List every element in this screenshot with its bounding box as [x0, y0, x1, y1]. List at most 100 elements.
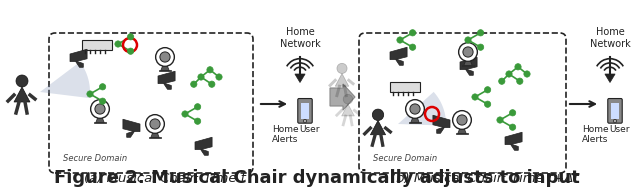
- Polygon shape: [460, 57, 477, 70]
- Polygon shape: [40, 62, 90, 98]
- Circle shape: [343, 94, 353, 104]
- Bar: [456, 133, 468, 134]
- Polygon shape: [605, 74, 615, 83]
- Circle shape: [337, 63, 347, 74]
- Bar: [82, 40, 112, 50]
- Circle shape: [216, 74, 222, 80]
- FancyBboxPatch shape: [608, 98, 622, 123]
- Polygon shape: [158, 71, 175, 84]
- Circle shape: [465, 37, 471, 43]
- FancyArrow shape: [330, 84, 355, 110]
- Circle shape: [406, 100, 424, 118]
- Bar: [149, 137, 161, 138]
- FancyBboxPatch shape: [49, 33, 253, 173]
- Text: User: User: [610, 125, 630, 134]
- Polygon shape: [164, 84, 171, 89]
- Circle shape: [477, 30, 484, 36]
- Circle shape: [517, 78, 523, 84]
- Polygon shape: [396, 60, 403, 65]
- Circle shape: [472, 94, 478, 100]
- Circle shape: [397, 37, 403, 43]
- Polygon shape: [411, 118, 419, 123]
- Circle shape: [195, 104, 201, 110]
- Polygon shape: [511, 145, 519, 150]
- Text: Figure 2: Musical Chair dynamically adjusts to input: Figure 2: Musical Chair dynamically adju…: [54, 169, 580, 187]
- Text: Secure Domain: Secure Domain: [373, 154, 437, 163]
- Polygon shape: [433, 115, 450, 128]
- Circle shape: [510, 124, 515, 130]
- Text: Home
Network: Home Network: [280, 27, 320, 49]
- Circle shape: [463, 47, 473, 57]
- Circle shape: [372, 109, 384, 121]
- Bar: [94, 122, 106, 123]
- FancyBboxPatch shape: [298, 98, 312, 123]
- Circle shape: [100, 98, 106, 104]
- Circle shape: [195, 118, 201, 124]
- Polygon shape: [70, 49, 87, 62]
- Circle shape: [506, 71, 512, 77]
- Circle shape: [410, 30, 416, 36]
- Polygon shape: [151, 133, 159, 138]
- Bar: [159, 70, 171, 71]
- Bar: [462, 65, 474, 66]
- Polygon shape: [390, 47, 407, 60]
- Circle shape: [95, 104, 105, 114]
- Circle shape: [410, 44, 416, 50]
- Circle shape: [156, 48, 174, 66]
- Polygon shape: [75, 62, 83, 67]
- Circle shape: [497, 117, 503, 123]
- Polygon shape: [458, 129, 466, 134]
- Polygon shape: [127, 132, 134, 137]
- Polygon shape: [201, 150, 209, 155]
- Circle shape: [115, 41, 121, 47]
- Polygon shape: [96, 118, 104, 123]
- Text: (a) Musical Chair: Time t: (a) Musical Chair: Time t: [84, 172, 246, 185]
- Text: User: User: [300, 125, 320, 134]
- Circle shape: [457, 115, 467, 125]
- Polygon shape: [505, 132, 522, 145]
- Text: Home
Alerts: Home Alerts: [581, 125, 608, 144]
- Circle shape: [160, 52, 170, 62]
- Circle shape: [191, 81, 197, 87]
- Circle shape: [16, 75, 28, 87]
- Polygon shape: [161, 66, 169, 71]
- Circle shape: [499, 78, 505, 84]
- Polygon shape: [295, 74, 305, 83]
- Circle shape: [453, 111, 471, 129]
- Text: Secure Domain: Secure Domain: [63, 154, 127, 163]
- Circle shape: [477, 44, 484, 50]
- Circle shape: [127, 34, 134, 40]
- Polygon shape: [463, 61, 472, 66]
- Circle shape: [410, 104, 420, 114]
- Bar: [409, 122, 421, 123]
- Circle shape: [515, 64, 521, 70]
- Circle shape: [524, 71, 530, 77]
- Circle shape: [209, 81, 215, 87]
- Circle shape: [207, 67, 213, 73]
- Polygon shape: [370, 121, 385, 135]
- Circle shape: [182, 111, 188, 117]
- Circle shape: [87, 91, 93, 97]
- Text: (b) Musical Chair: Time t+Δt: (b) Musical Chair: Time t+Δt: [391, 172, 579, 185]
- Polygon shape: [398, 92, 446, 126]
- Circle shape: [146, 115, 164, 133]
- Text: Home
Alerts: Home Alerts: [272, 125, 299, 144]
- Circle shape: [510, 110, 515, 116]
- Polygon shape: [466, 70, 474, 75]
- Bar: [301, 103, 309, 118]
- Circle shape: [100, 84, 106, 90]
- Polygon shape: [335, 74, 349, 86]
- Bar: [611, 103, 619, 118]
- Circle shape: [91, 100, 109, 118]
- Circle shape: [484, 101, 491, 107]
- Circle shape: [150, 119, 160, 129]
- Polygon shape: [195, 137, 212, 150]
- Circle shape: [458, 43, 477, 61]
- FancyBboxPatch shape: [359, 33, 566, 173]
- Circle shape: [303, 119, 307, 123]
- Bar: [390, 82, 420, 92]
- Text: Home
Network: Home Network: [590, 27, 630, 49]
- Polygon shape: [342, 104, 354, 116]
- Polygon shape: [123, 119, 140, 132]
- Circle shape: [484, 87, 491, 93]
